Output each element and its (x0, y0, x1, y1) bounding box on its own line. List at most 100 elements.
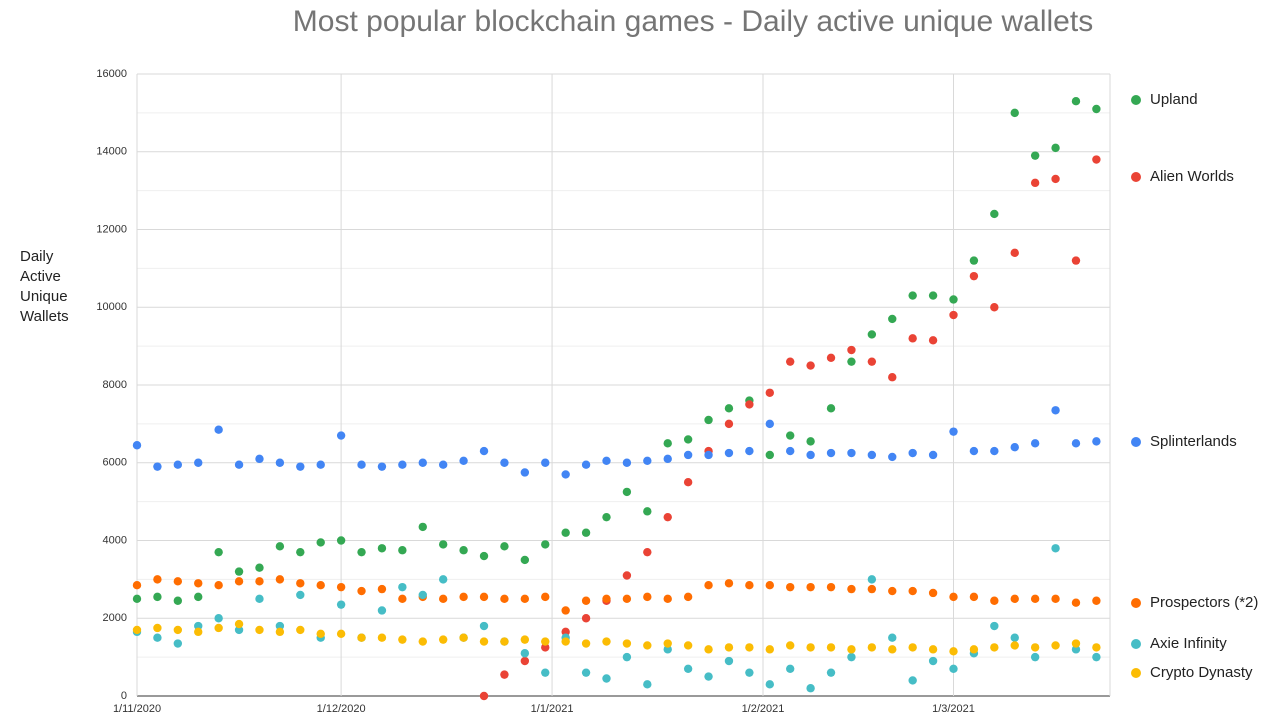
data-point (336, 629, 346, 638)
data-point (908, 448, 917, 458)
data-point (765, 645, 774, 654)
data-point (459, 633, 468, 642)
data-point (928, 336, 938, 345)
data-point (1030, 594, 1040, 604)
data-point (377, 633, 387, 642)
data-point (806, 684, 815, 693)
data-point (888, 314, 897, 324)
data-point (255, 454, 264, 464)
data-point (316, 629, 325, 638)
data-point (173, 625, 183, 635)
data-point (663, 639, 672, 648)
data-point (602, 674, 611, 683)
data-point (908, 676, 917, 685)
data-point (622, 458, 632, 467)
y-tick-label: 8000 (103, 379, 127, 391)
data-point (336, 431, 346, 440)
data-point (1030, 439, 1040, 448)
y-tick-label: 6000 (103, 457, 127, 469)
data-point (888, 586, 897, 596)
data-point (173, 460, 183, 469)
data-point (663, 454, 672, 464)
data-point (500, 670, 509, 679)
legend-label: Axie Infinity (1150, 635, 1227, 652)
data-point (132, 441, 142, 450)
data-point (561, 606, 570, 615)
data-point (255, 594, 264, 604)
data-point (1092, 643, 1101, 652)
data-point (990, 446, 999, 456)
data-point (724, 656, 734, 666)
data-point (377, 544, 387, 553)
data-point (724, 579, 734, 588)
data-point (479, 551, 489, 561)
data-point (847, 584, 856, 594)
data-point (786, 431, 795, 440)
data-point (1030, 151, 1040, 160)
data-point (581, 614, 591, 623)
data-point (296, 625, 305, 635)
data-point (336, 600, 346, 609)
data-point (643, 547, 652, 557)
data-point (949, 647, 958, 656)
data-point (520, 468, 530, 477)
data-point (438, 594, 448, 604)
data-point (745, 400, 754, 409)
data-point (1051, 544, 1060, 553)
data-point (561, 637, 570, 646)
data-point (1071, 97, 1081, 106)
y-tick-label: 12000 (96, 223, 127, 235)
data-point (683, 592, 693, 602)
data-point (132, 594, 142, 604)
data-point (316, 538, 325, 547)
data-point (847, 645, 856, 654)
data-point (806, 437, 815, 446)
data-point (214, 425, 223, 434)
data-point (622, 594, 632, 604)
data-point (1030, 643, 1040, 652)
data-point (438, 460, 448, 469)
data-point (581, 528, 591, 537)
data-point (398, 635, 407, 644)
data-point (1071, 439, 1081, 448)
legend-marker (1131, 95, 1141, 105)
data-point (153, 575, 162, 584)
data-point (704, 645, 713, 654)
y-tick-label: 2000 (103, 612, 127, 624)
data-point (1010, 633, 1019, 642)
data-point (949, 592, 958, 602)
data-point (418, 637, 427, 646)
data-point (1071, 256, 1081, 265)
data-point (1071, 645, 1081, 654)
data-point (194, 627, 203, 637)
data-point (541, 637, 550, 646)
data-point (826, 448, 836, 458)
data-point (622, 639, 632, 648)
data-point (806, 361, 815, 370)
y-tick-label: 4000 (103, 534, 127, 546)
data-point (908, 643, 917, 652)
data-point (296, 462, 305, 471)
data-point (1051, 594, 1060, 604)
data-point (520, 649, 530, 658)
data-point (765, 450, 774, 460)
legend-label: Crypto Dynasty (1150, 664, 1253, 681)
data-point (479, 691, 489, 701)
data-point (826, 353, 836, 362)
data-point (990, 303, 999, 312)
data-point (336, 536, 346, 545)
data-point (194, 579, 203, 588)
data-point (541, 458, 550, 467)
data-point (990, 643, 999, 652)
y-tick-label: 0 (121, 690, 127, 702)
data-point (622, 571, 632, 580)
data-point (214, 623, 223, 633)
data-point (969, 592, 979, 602)
data-point (520, 594, 530, 604)
data-point (867, 357, 877, 366)
data-point (153, 462, 162, 471)
data-point (786, 641, 795, 650)
data-point (928, 450, 938, 460)
data-point (990, 621, 999, 631)
legend-marker (1131, 598, 1141, 608)
